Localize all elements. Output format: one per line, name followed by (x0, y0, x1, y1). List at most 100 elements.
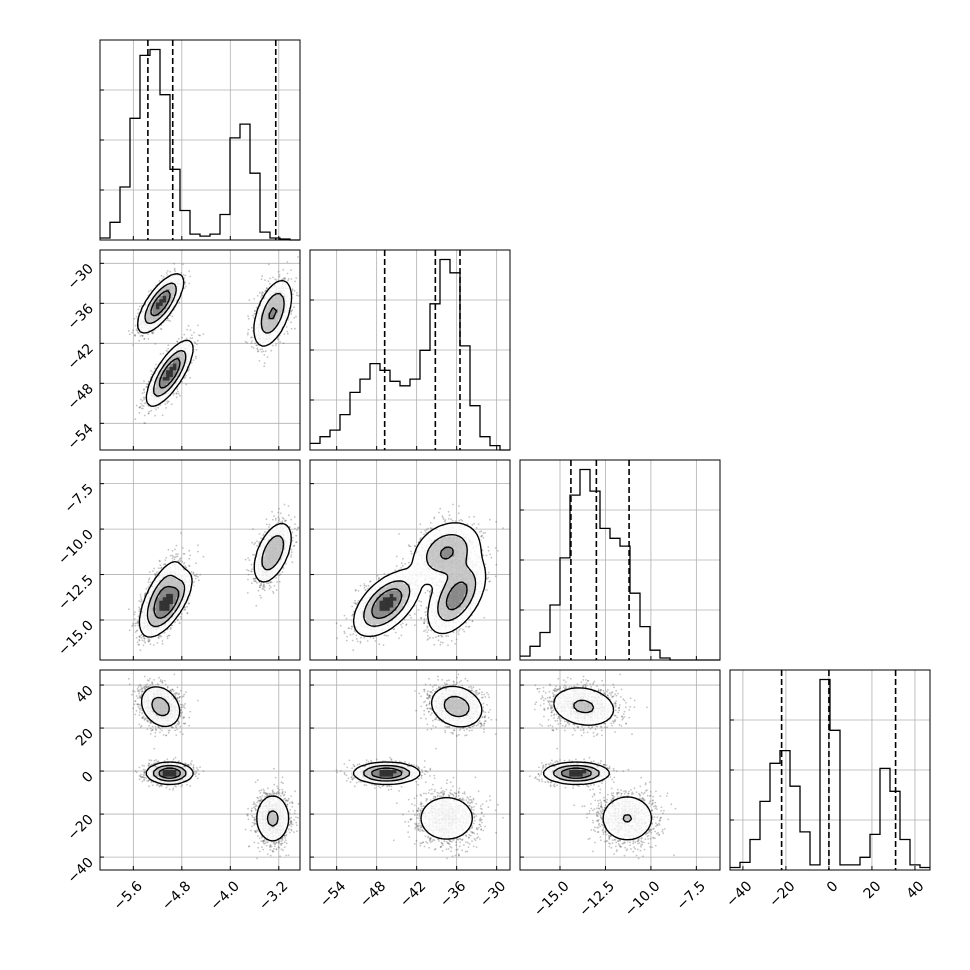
density-cell (139, 316, 143, 320)
density-cell (166, 309, 170, 314)
density-cell (152, 302, 157, 307)
density-cell (274, 322, 279, 327)
density-cell (172, 377, 177, 381)
density-cell (145, 309, 150, 314)
sample-point (183, 287, 186, 289)
density-cell (278, 329, 282, 334)
sample-point (189, 376, 192, 379)
density-cell (271, 295, 275, 300)
density-cell (274, 289, 279, 293)
sample-point (269, 277, 271, 280)
density-cell (166, 370, 170, 375)
density-cell (261, 326, 265, 331)
density-cell (169, 278, 174, 283)
density-cell (159, 397, 164, 402)
sample-point (286, 261, 289, 263)
density-cell (159, 312, 164, 317)
panel-frame (99, 249, 301, 451)
density-cell (284, 309, 289, 314)
density-cell (166, 292, 170, 297)
density-cell (155, 319, 160, 324)
density-cell (254, 322, 258, 327)
density-cell (274, 299, 279, 303)
density-cell (264, 333, 269, 337)
density-cell (169, 353, 174, 358)
density-cell (172, 360, 177, 364)
density-cell (284, 289, 289, 293)
sample-point (287, 278, 290, 280)
sample-point (169, 320, 172, 322)
density-cell (155, 380, 160, 385)
sample-point (260, 351, 263, 353)
sample-point (193, 331, 195, 334)
sample-point (165, 272, 168, 274)
sample-point (148, 571, 151, 573)
density-cell (166, 302, 170, 307)
density-cell (176, 380, 181, 385)
y-tick-label: −48 (65, 381, 97, 413)
density-cell (145, 322, 150, 327)
density-cell (264, 322, 269, 327)
sample-point (136, 331, 139, 334)
density-cell (149, 302, 153, 307)
density-cell (284, 302, 289, 307)
sample-point (134, 611, 136, 614)
density-cell (274, 312, 279, 317)
density-cell (169, 356, 174, 361)
sample-point (261, 294, 264, 297)
sample-point (138, 305, 141, 308)
sample-point (188, 282, 191, 285)
density-cell (166, 278, 170, 283)
density-cell (172, 353, 177, 358)
sample-point (248, 299, 251, 302)
sample-point (176, 340, 179, 343)
density-cell (162, 380, 167, 385)
density-cell (186, 356, 191, 361)
density-cell (176, 370, 181, 375)
density-cell (155, 390, 160, 395)
density-cell (179, 356, 184, 361)
density-cell (264, 309, 269, 314)
density-cell (288, 302, 292, 307)
density-cell (179, 360, 184, 364)
sample-point (145, 386, 148, 388)
density-cell (267, 319, 272, 324)
density-cell (142, 309, 147, 314)
sample-point (143, 388, 145, 391)
density-cell (176, 295, 181, 300)
density-cell (176, 346, 181, 351)
density-cell (162, 302, 167, 307)
density-cell (271, 326, 275, 331)
panel-1-0: −54−48−42−36−30 (65, 249, 301, 453)
density-cell (284, 305, 289, 310)
density-cell (159, 285, 164, 290)
panel-0-0 (99, 39, 301, 241)
sample-point (147, 338, 150, 340)
sample-point (295, 315, 297, 318)
sample-point (162, 276, 165, 278)
sample-point (159, 327, 162, 330)
sample-point (142, 644, 145, 647)
density-cell (149, 383, 153, 388)
density-cell (271, 339, 275, 344)
sample-point (250, 342, 253, 345)
sample-point (148, 410, 151, 413)
sample-point (259, 348, 262, 351)
sample-point (132, 329, 135, 332)
density-cell (261, 305, 265, 310)
density-cell (142, 329, 147, 334)
sample-point (151, 570, 154, 572)
sample-point (175, 555, 177, 558)
density-cell (271, 333, 275, 337)
sample-point (291, 289, 294, 292)
sample-point (175, 392, 178, 395)
density-cell (149, 400, 153, 405)
density-cell (145, 326, 150, 331)
density-cell (162, 285, 167, 290)
sample-point (185, 383, 188, 386)
density-cell (179, 353, 184, 358)
density-cell (186, 360, 191, 364)
density-cell (284, 292, 289, 297)
density-cell (159, 370, 164, 375)
density-cell (257, 322, 262, 327)
